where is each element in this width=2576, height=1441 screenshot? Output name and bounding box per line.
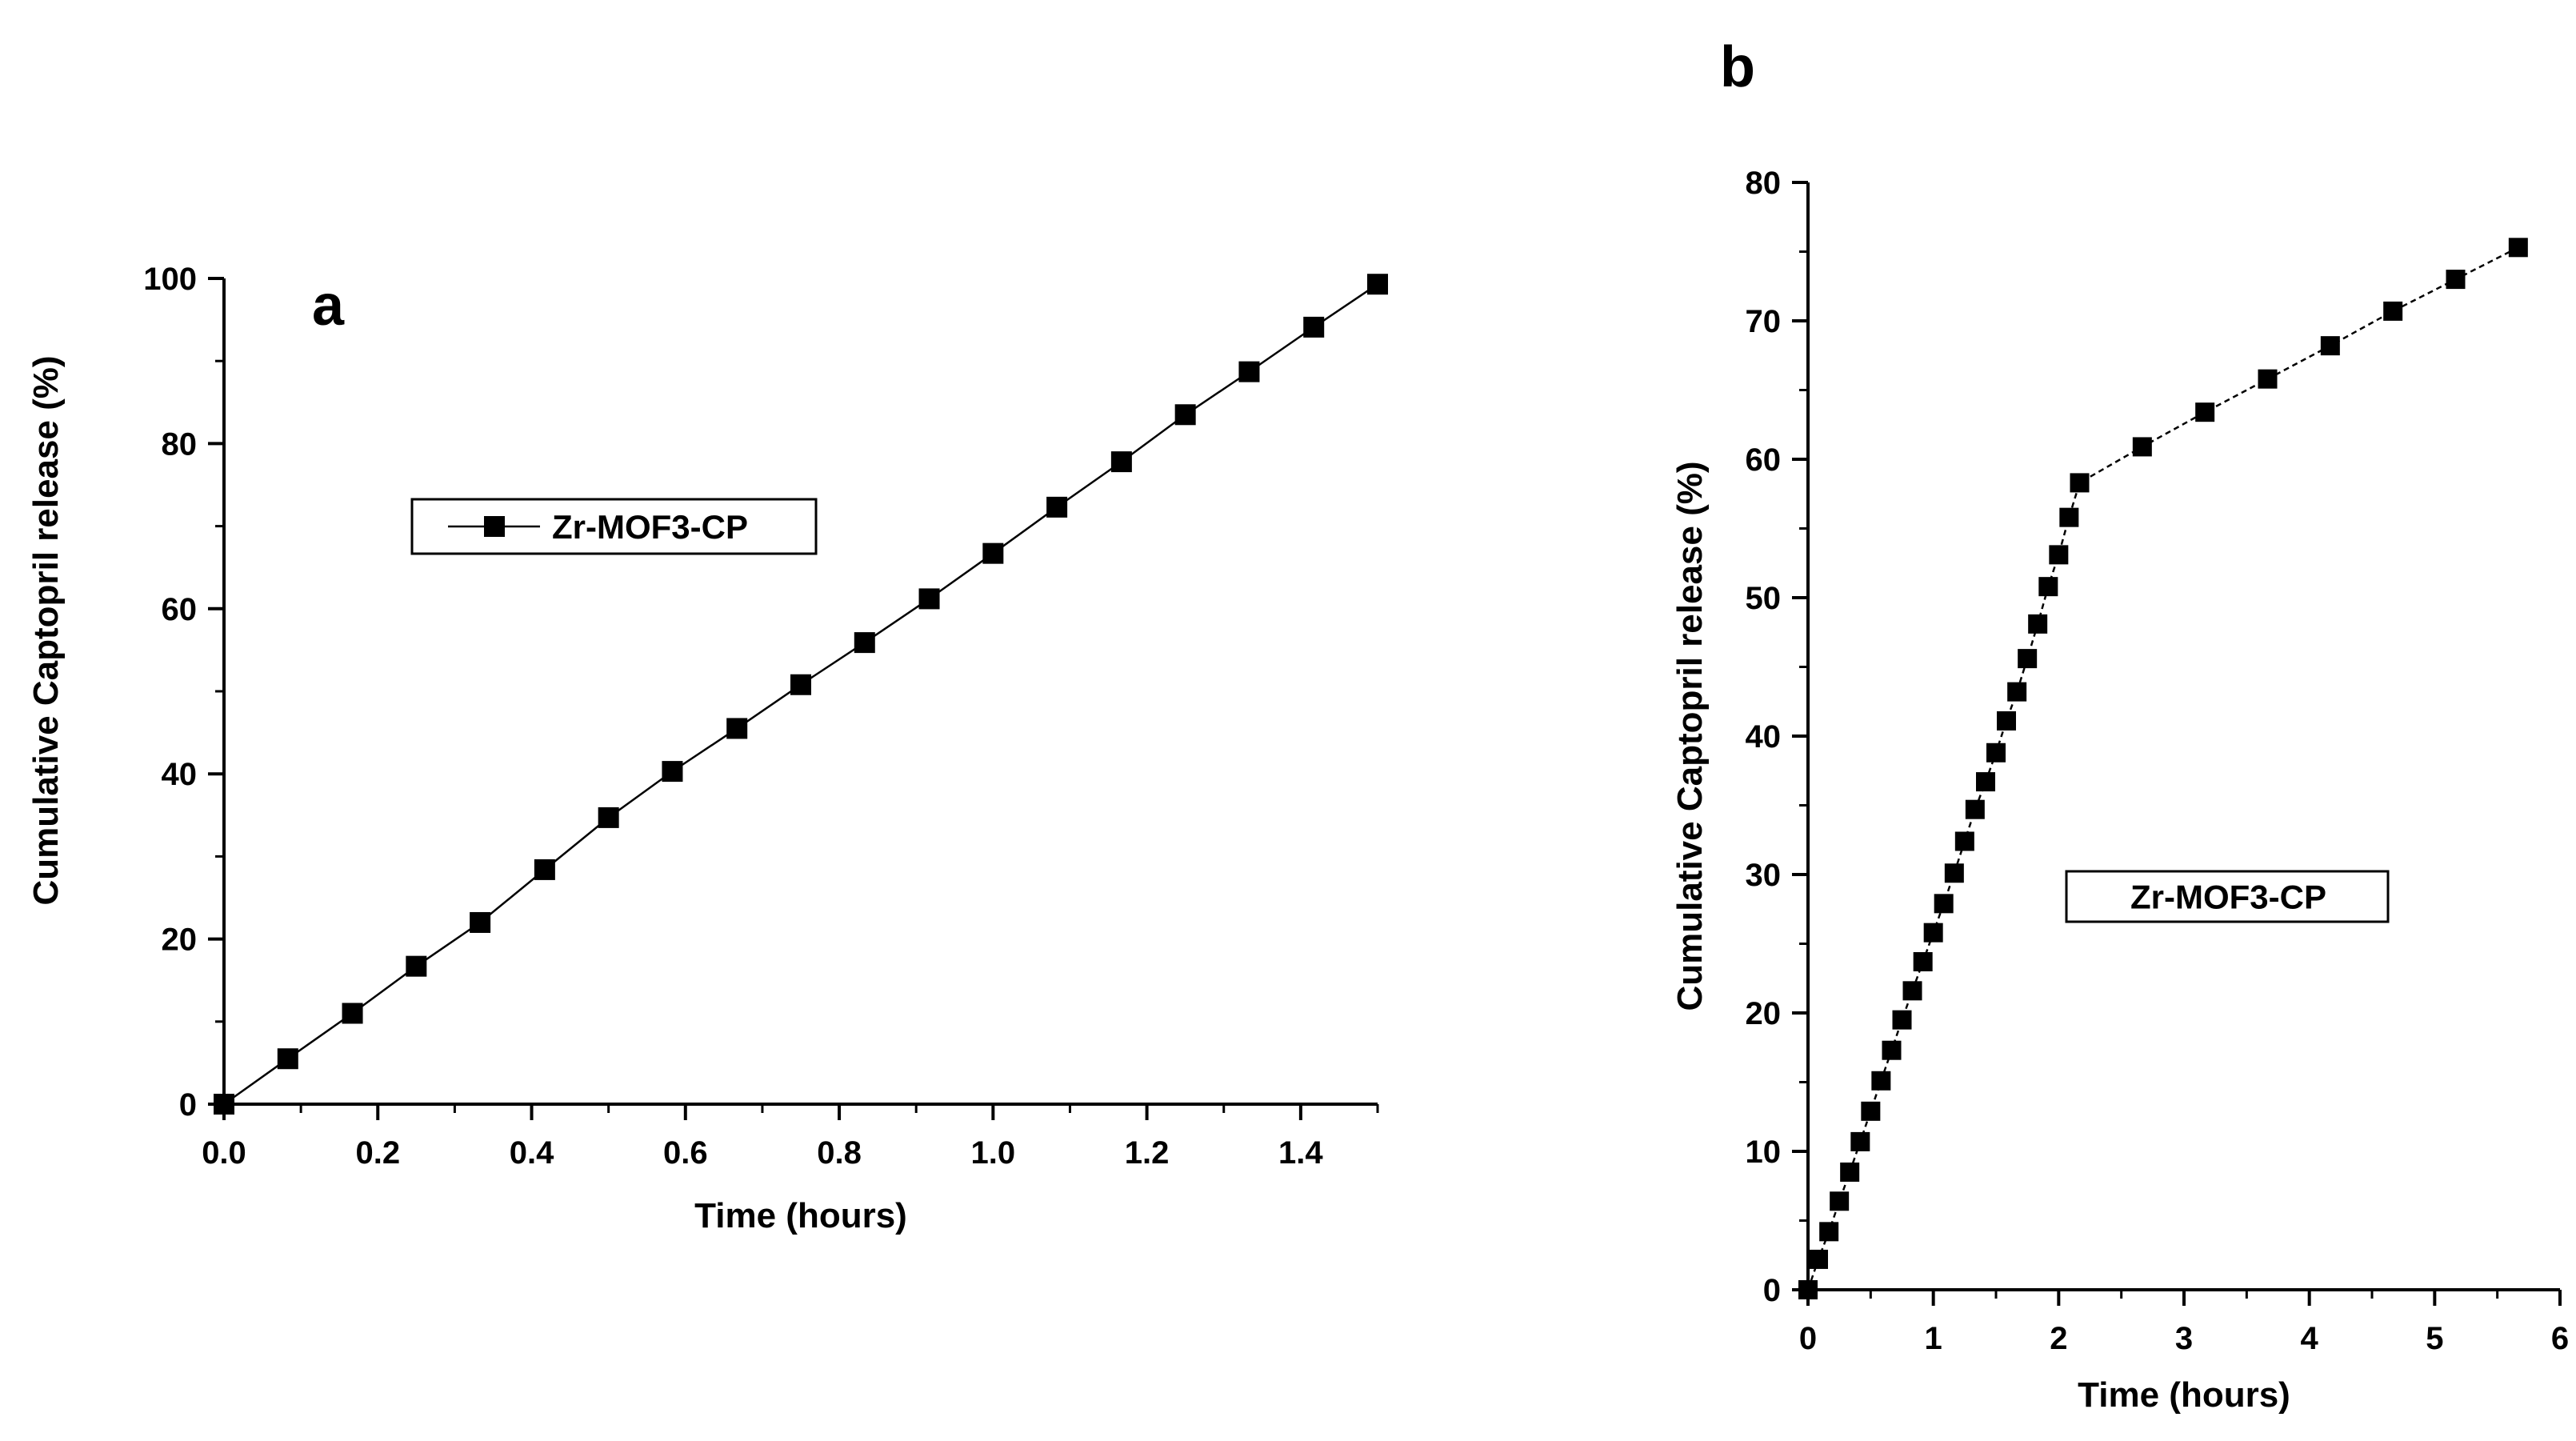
data-point: [1934, 894, 1954, 914]
data-point: [1923, 923, 1943, 943]
legend: Zr-MOF3-CP: [2065, 870, 2390, 923]
data-point: [1798, 1280, 1818, 1299]
data-point: [598, 807, 619, 828]
series-line: [1806, 246, 2519, 1291]
data-point: [2195, 402, 2215, 422]
data-point: [1965, 799, 1985, 819]
data-point: [1819, 1222, 1839, 1242]
x-tick-label: 1: [1925, 1321, 1942, 1356]
x-tick-label: 0.8: [817, 1135, 862, 1171]
data-point: [1913, 951, 1933, 971]
data-point: [2038, 577, 2058, 597]
panel-label: a: [312, 274, 345, 338]
y-tick-label: 80: [162, 426, 198, 462]
data-point: [2018, 649, 2038, 669]
data-point: [342, 1003, 363, 1024]
data-point: [1902, 981, 1922, 1001]
data-point: [982, 542, 1004, 564]
x-tick-label: 3: [2175, 1321, 2193, 1356]
data-point: [1954, 831, 1974, 851]
y-tick-label: 40: [162, 757, 198, 792]
data-point: [1174, 404, 1196, 426]
data-point: [470, 911, 491, 933]
data-point: [534, 859, 555, 880]
data-point: [1840, 1162, 1860, 1182]
data-point: [1975, 772, 1995, 792]
data-point: [1809, 1249, 1829, 1269]
y-tick-label: 70: [1746, 304, 1782, 339]
x-tick-label: 4: [2301, 1321, 2319, 1356]
x-tick-label: 1.2: [1125, 1135, 1170, 1171]
legend-label: Zr-MOF3-CP: [552, 508, 748, 546]
data-point: [1830, 1191, 1850, 1211]
data-point: [277, 1048, 298, 1070]
y-tick-label: 40: [1746, 719, 1782, 755]
legend-marker: [484, 516, 505, 537]
x-axis-label: Time (hours): [694, 1196, 907, 1235]
y-tick-label: 0: [179, 1087, 197, 1123]
x-tick-label: 6: [2551, 1321, 2569, 1356]
data-point: [1238, 361, 1260, 382]
data-point: [2059, 507, 2079, 527]
data-point: [406, 955, 427, 977]
data-point: [1944, 863, 1964, 883]
data-point: [2028, 614, 2048, 634]
data-point: [1986, 743, 2006, 763]
data-point: [1997, 710, 2017, 731]
data-point: [2132, 437, 2152, 457]
data-point: [1892, 1010, 1912, 1030]
y-tick-label: 10: [1746, 1135, 1782, 1170]
y-tick-label: 0: [1763, 1273, 1781, 1308]
data-point: [2508, 238, 2528, 258]
x-tick-label: 0.2: [355, 1135, 400, 1171]
data-point: [662, 761, 683, 783]
x-tick-label: 5: [2426, 1321, 2443, 1356]
y-tick-label: 20: [162, 923, 198, 958]
panel-label: b: [1720, 35, 1755, 99]
data-point: [1110, 451, 1132, 473]
x-tick-label: 0.4: [510, 1135, 554, 1171]
x-tick-label: 1.0: [971, 1135, 1016, 1171]
data-point: [1882, 1040, 1902, 1060]
y-axis-label: Cumulative Captopril release (%): [1670, 461, 1710, 1011]
y-tick-label: 100: [143, 262, 197, 297]
y-axis-label: Cumulative Captopril release (%): [26, 355, 66, 905]
data-point: [2049, 545, 2069, 565]
x-axis-label: Time (hours): [2078, 1375, 2290, 1415]
y-tick-label: 30: [1746, 858, 1782, 893]
x-tick-label: 0.6: [663, 1135, 708, 1171]
chart-panel-a: 0.0 0.2 0.4 0.6 0.8 1.0 1.2 1.4 0 20 40 60 80 100 Time…: [26, 262, 1388, 1235]
data-point: [1850, 1131, 1870, 1151]
data-point: [1871, 1071, 1891, 1091]
y-tick-label: 60: [1746, 442, 1782, 478]
data-point: [854, 632, 875, 654]
y-tick-label: 20: [1746, 996, 1782, 1031]
data-point: [2320, 336, 2340, 356]
legend-box: [2065, 870, 2390, 923]
y-tick-label: 50: [1746, 581, 1782, 616]
data-point: [790, 674, 811, 695]
data-point: [918, 588, 940, 610]
data-point: [2070, 473, 2090, 493]
data-point: [1367, 274, 1388, 295]
legend: Zr-MOF3-CP: [410, 498, 818, 555]
data-point: [2383, 301, 2403, 321]
data-point: [726, 718, 748, 739]
data-point: [2258, 369, 2278, 389]
data-point: [214, 1094, 234, 1115]
legend-label: Zr-MOF3-CP: [2130, 879, 2326, 916]
x-tick-label: 1.4: [1278, 1135, 1323, 1171]
y-tick-label: 80: [1746, 166, 1782, 201]
data-point: [1046, 496, 1068, 518]
x-tick-label: 0.0: [202, 1135, 246, 1171]
data-point: [2446, 270, 2466, 290]
x-tick-label: 0: [1799, 1321, 1817, 1356]
data-point: [1303, 316, 1325, 338]
y-tick-label: 60: [162, 592, 198, 627]
x-tick-label: 2: [2050, 1321, 2067, 1356]
data-point: [2007, 682, 2027, 702]
data-point: [1861, 1101, 1881, 1121]
